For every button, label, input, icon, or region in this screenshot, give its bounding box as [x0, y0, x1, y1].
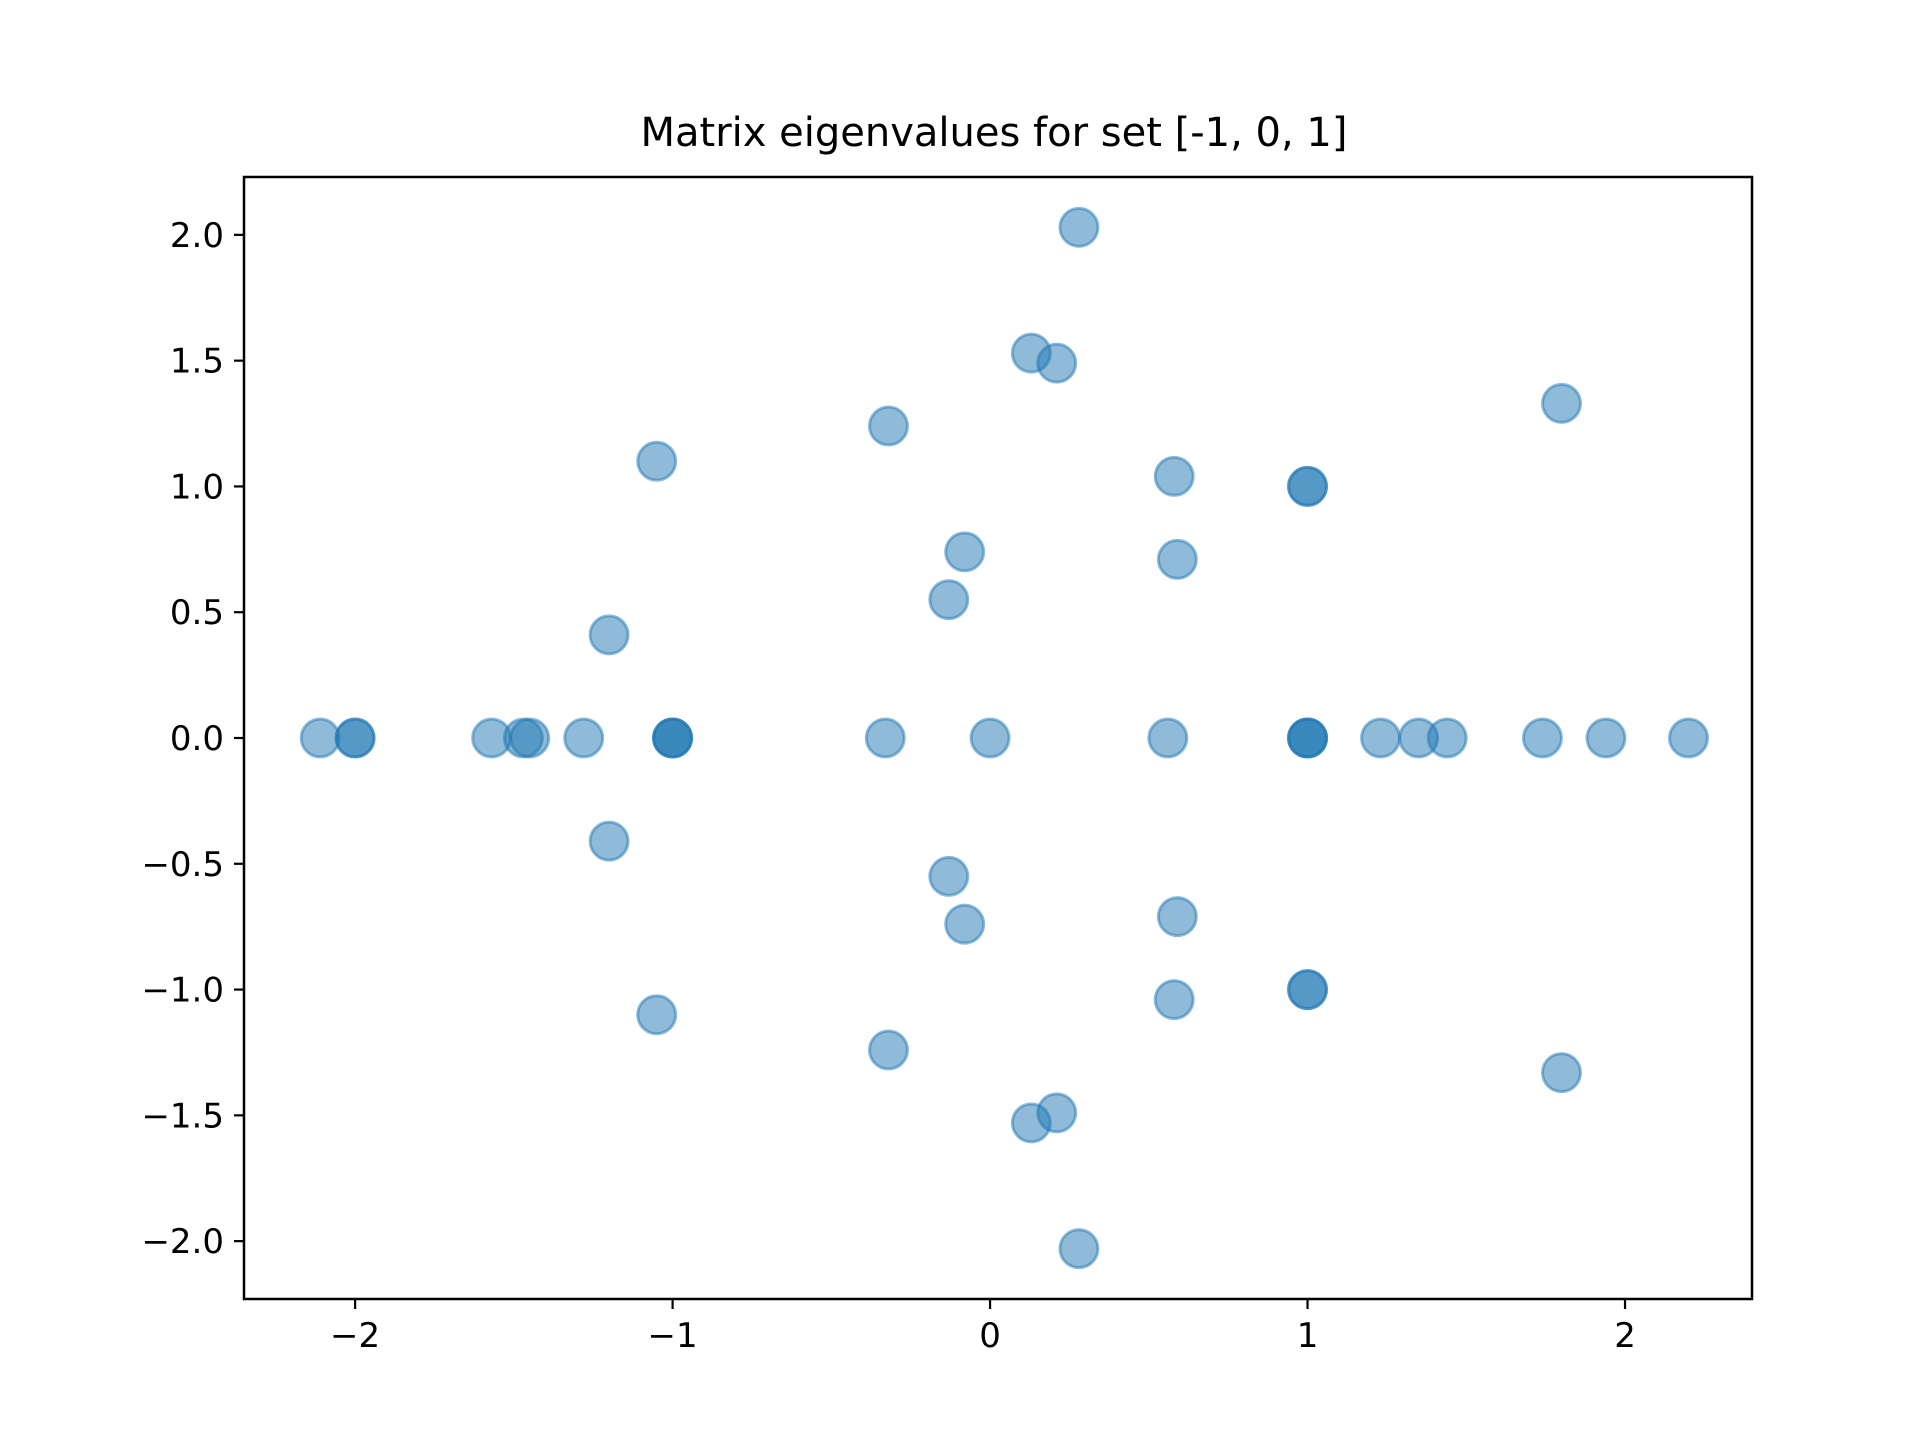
x-tick-label: 0: [979, 1316, 1001, 1356]
data-point: [1156, 896, 1198, 938]
data-point: [1036, 342, 1078, 384]
data-point: [299, 717, 341, 759]
data-point: [1360, 717, 1402, 759]
data-point: [928, 855, 970, 897]
chart-title: Matrix eigenvalues for set [-1, 0, 1]: [641, 110, 1348, 156]
y-tick-label: 2.0: [170, 216, 224, 256]
y-tick-label: −1.5: [141, 1096, 224, 1136]
data-point: [1541, 1052, 1583, 1094]
data-point: [864, 717, 906, 759]
x-axis-ticks: −2 −1 0 1 2: [330, 1299, 1636, 1356]
data-point: [1426, 717, 1468, 759]
data-point: [1668, 717, 1710, 759]
data-point: [509, 717, 551, 759]
data-point: [867, 1029, 909, 1071]
x-tick-label: 1: [1297, 1316, 1319, 1356]
data-point: [1287, 969, 1329, 1011]
data-point: [1058, 206, 1100, 248]
data-point: [636, 994, 678, 1036]
data-point: [334, 717, 376, 759]
data-point: [636, 440, 678, 482]
data-point: [944, 903, 986, 945]
data-point: [1287, 717, 1329, 759]
data-point: [1156, 538, 1198, 580]
data-points: [299, 206, 1710, 1270]
x-tick-label: −2: [330, 1316, 380, 1356]
data-point: [1058, 1228, 1100, 1270]
data-point: [588, 614, 630, 656]
data-point: [1147, 717, 1189, 759]
data-point: [563, 717, 605, 759]
data-point: [1541, 382, 1583, 424]
data-point: [1287, 465, 1329, 507]
data-point: [652, 717, 694, 759]
y-tick-label: 1.0: [170, 467, 224, 507]
data-point: [969, 717, 1011, 759]
x-tick-label: −1: [648, 1316, 698, 1356]
data-point: [928, 579, 970, 621]
y-tick-label: −1.0: [141, 971, 224, 1011]
y-tick-label: −0.5: [141, 845, 224, 885]
data-point: [1585, 717, 1627, 759]
y-tick-label: −2.0: [141, 1222, 224, 1262]
data-point: [1010, 1102, 1052, 1144]
y-axis-ticks: 2.0 1.5 1.0 0.5 0.0 −0.5 −1.0 −1.5 −2.0: [141, 216, 244, 1262]
y-tick-label: 1.5: [170, 342, 224, 382]
y-tick-label: 0.5: [170, 593, 224, 633]
data-point: [1521, 717, 1563, 759]
data-point: [867, 405, 909, 447]
y-tick-label: 0.0: [170, 719, 224, 759]
data-point: [1153, 455, 1195, 497]
x-tick-label: 2: [1614, 1316, 1636, 1356]
data-point: [944, 531, 986, 573]
data-point: [1153, 979, 1195, 1021]
data-point: [588, 820, 630, 862]
